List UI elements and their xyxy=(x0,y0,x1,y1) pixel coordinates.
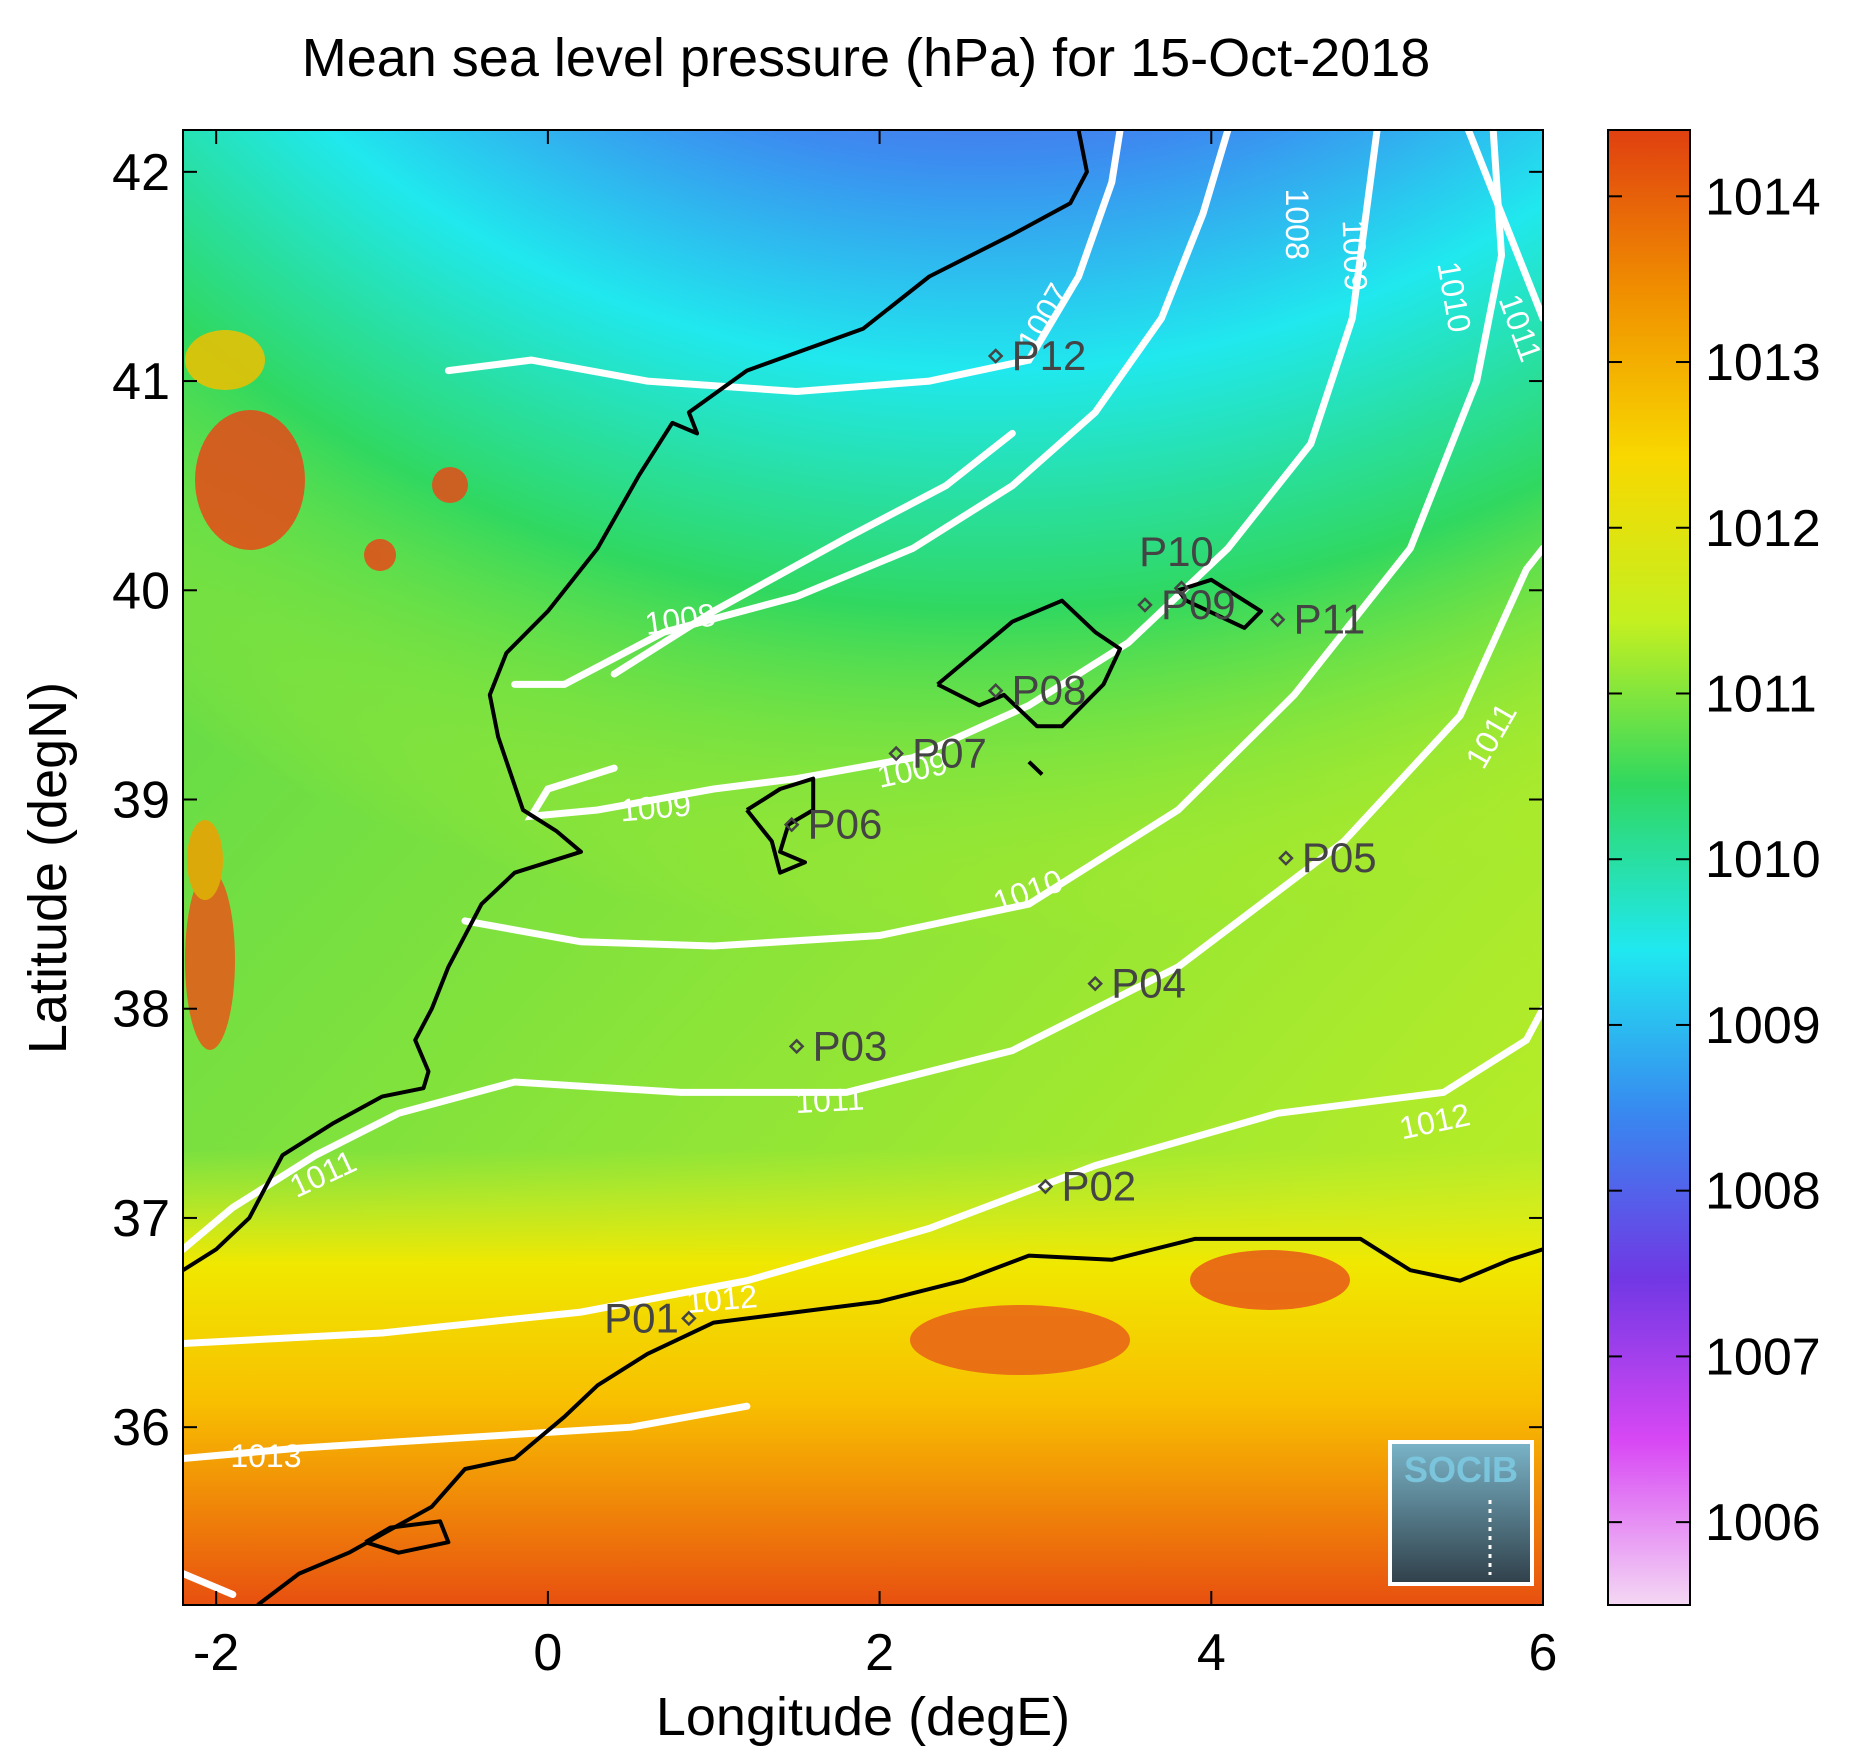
station-label: P12 xyxy=(1012,332,1087,379)
low-pressure-field xyxy=(183,130,1543,1280)
isobar-line xyxy=(1464,130,1543,322)
plot-frame xyxy=(182,129,1544,1606)
station-marker xyxy=(1037,1178,1054,1195)
y-axis-ticks: 36 37 38 39 40 41 42 xyxy=(112,144,1543,1457)
station-marker xyxy=(888,745,904,762)
station-marker xyxy=(788,1038,805,1055)
isobar-line xyxy=(183,1005,1543,1347)
x-tick-label: 0 xyxy=(533,1624,562,1682)
contour-label: 1013 xyxy=(230,1438,301,1474)
x-axis-ticks: -2 0 2 4 6 xyxy=(193,130,1557,1682)
colorbar-tick-label: 1008 xyxy=(1705,1163,1821,1221)
isobar-line xyxy=(511,130,1232,688)
station-marker xyxy=(1173,580,1190,596)
plot-area: 1007100810081009100910091010101010111011… xyxy=(183,130,1543,1605)
station-label: P04 xyxy=(1111,960,1186,1007)
colorbar: 1006 1007 1008 1009 1010 1011 1012 1013 1014 xyxy=(1607,129,1821,1606)
coastline-segment xyxy=(936,598,1123,729)
y-tick-label: 39 xyxy=(112,772,170,830)
chart-title: Mean sea level pressure (hPa) for 15-Oct… xyxy=(302,28,1431,88)
isobar-line xyxy=(444,130,1124,396)
isobar-line xyxy=(610,429,1016,678)
y-tick-label: 38 xyxy=(112,981,170,1039)
colorbar-ticks: 1006 1007 1008 1009 1010 1011 1012 1013 1014 xyxy=(1608,168,1821,1552)
y-tick-label: 42 xyxy=(112,144,170,202)
station-label: P06 xyxy=(808,801,883,848)
x-tick-label: -2 xyxy=(193,1624,239,1682)
station-marker xyxy=(1087,975,1103,992)
land-pressure-patches xyxy=(185,330,1350,1375)
colorbar-tick-label: 1011 xyxy=(1705,665,1817,723)
station-label: P11 xyxy=(1294,596,1366,643)
x-tick-label: 4 xyxy=(1197,1624,1226,1682)
station-label: P07 xyxy=(912,729,987,776)
coastline-segment xyxy=(1027,760,1044,776)
coastline-segment xyxy=(183,130,1089,1272)
contour-label: 1008 xyxy=(1279,189,1315,260)
colorbar-tick-label: 1007 xyxy=(1705,1328,1821,1386)
isobar-line xyxy=(461,130,1506,950)
colorbar-tick-label: 1009 xyxy=(1705,997,1821,1055)
y-tick-label: 41 xyxy=(112,353,170,411)
x-tick-label: 6 xyxy=(1529,1624,1558,1682)
y-tick-label: 36 xyxy=(112,1399,170,1457)
x-tick-label: 2 xyxy=(865,1624,894,1682)
colorbar-tick-label: 1012 xyxy=(1705,500,1821,558)
high-pressure-field xyxy=(183,1150,1543,1605)
y-axis-label: Latitude (degN) xyxy=(18,682,78,1054)
colorbar-gradient xyxy=(1607,129,1691,1606)
y-tick-label: 40 xyxy=(112,562,170,620)
contour-label: 1011 xyxy=(794,1081,865,1121)
coastline-segment xyxy=(1176,577,1263,630)
station-marker xyxy=(987,348,1004,364)
isobar-line xyxy=(183,1570,237,1598)
coastline-segment xyxy=(745,776,816,875)
x-axis-label: Longitude (degE) xyxy=(656,1687,1070,1747)
coastline xyxy=(183,130,1543,1605)
colorbar-tick-label: 1006 xyxy=(1705,1494,1821,1552)
station-label: P08 xyxy=(1012,667,1087,714)
contour-label: 1009 xyxy=(1336,219,1374,291)
station-marker xyxy=(681,1310,697,1327)
station-label: P05 xyxy=(1302,834,1377,881)
y-tick-label: 37 xyxy=(112,1190,170,1248)
isobar-line xyxy=(183,1402,751,1462)
colorbar-tick-label: 1014 xyxy=(1705,168,1821,226)
isobar-line xyxy=(183,544,1543,1253)
station-marker xyxy=(987,682,1004,699)
station-marker xyxy=(1269,611,1286,628)
station-label: P03 xyxy=(813,1022,888,1069)
colorbar-tick-label: 1013 xyxy=(1705,334,1821,392)
station-label: P01 xyxy=(604,1294,679,1341)
station-markers: P01 P02 P03 P04 P05 P06 P07 P08 P09 P10 P11 P12 xyxy=(604,332,1377,1341)
coastline-segment xyxy=(256,1236,1543,1605)
station-label: P10 xyxy=(1139,528,1214,575)
socib-logo-text: SOCIB xyxy=(1404,1449,1518,1490)
station-label: P02 xyxy=(1061,1163,1136,1210)
colorbar-tick-label: 1010 xyxy=(1705,831,1821,889)
station-label: P09 xyxy=(1161,581,1236,628)
station-marker xyxy=(783,816,800,833)
contour-label: 1012 xyxy=(685,1278,759,1320)
station-marker xyxy=(1278,850,1294,866)
contour-labels: 1007100810081009100910091010101010111011… xyxy=(230,189,1543,1474)
contour-label: 1009 xyxy=(618,786,692,828)
coastline-segment xyxy=(364,1519,451,1555)
socib-logo: SOCIB xyxy=(1388,1440,1534,1586)
station-marker xyxy=(1137,597,1153,613)
